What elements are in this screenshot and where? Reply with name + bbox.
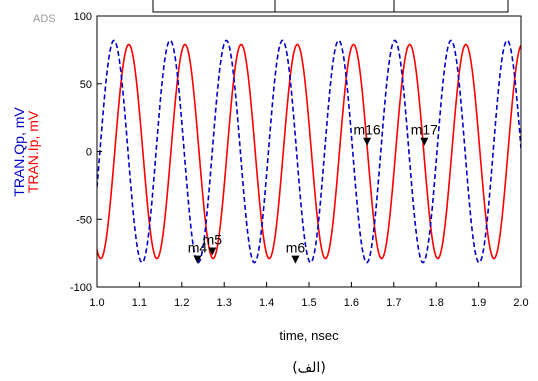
x-tick-label: 1.2 — [174, 297, 189, 309]
marker-m16-label: m16 — [353, 122, 380, 138]
marker-m6-triangle[interactable] — [291, 255, 300, 264]
y-tick-label: -100 — [70, 282, 92, 294]
y-tick-label: 100 — [74, 11, 92, 23]
x-tick-label: 1.4 — [259, 297, 274, 309]
marker-m5-label: m5 — [203, 231, 223, 247]
y-axis-label-qp: TRAN.Qp, mV — [11, 107, 27, 197]
x-tick-label: 1.7 — [386, 297, 401, 309]
marker-m5-triangle[interactable] — [208, 247, 217, 256]
x-tick-label: 1.3 — [217, 297, 232, 309]
marker-m4-label: m4 — [188, 240, 208, 256]
x-tick-label: 1.6 — [344, 297, 359, 309]
header-table — [152, 0, 509, 13]
figure-caption: (الف) — [292, 360, 326, 376]
x-tick-label: 1.1 — [132, 297, 147, 309]
x-tick-label: 2.0 — [513, 297, 528, 309]
x-axis-label: time, nsec — [279, 328, 339, 343]
series-line-qp — [97, 39, 521, 264]
x-tick-label: 1.5 — [301, 297, 316, 309]
y-tick-label: -50 — [76, 214, 92, 226]
marker-m16-triangle[interactable] — [363, 137, 372, 146]
x-tick-label: 1.9 — [471, 297, 486, 309]
y-tick-label: 0 — [86, 147, 92, 159]
marker-m17-triangle[interactable] — [420, 137, 429, 146]
x-tick-label: 1.0 — [89, 297, 104, 309]
marker-m6-label: m6 — [286, 240, 306, 256]
series-line-ip — [97, 43, 521, 260]
y-tick-label: 50 — [80, 79, 92, 91]
marker-m4-triangle[interactable] — [193, 255, 202, 264]
x-tick-label: 1.8 — [429, 297, 444, 309]
watermark-label: ADS — [33, 13, 56, 25]
marker-m17-label: m17 — [411, 122, 438, 138]
y-axis-label-ip: TRAN.Ip, mV — [25, 110, 41, 193]
